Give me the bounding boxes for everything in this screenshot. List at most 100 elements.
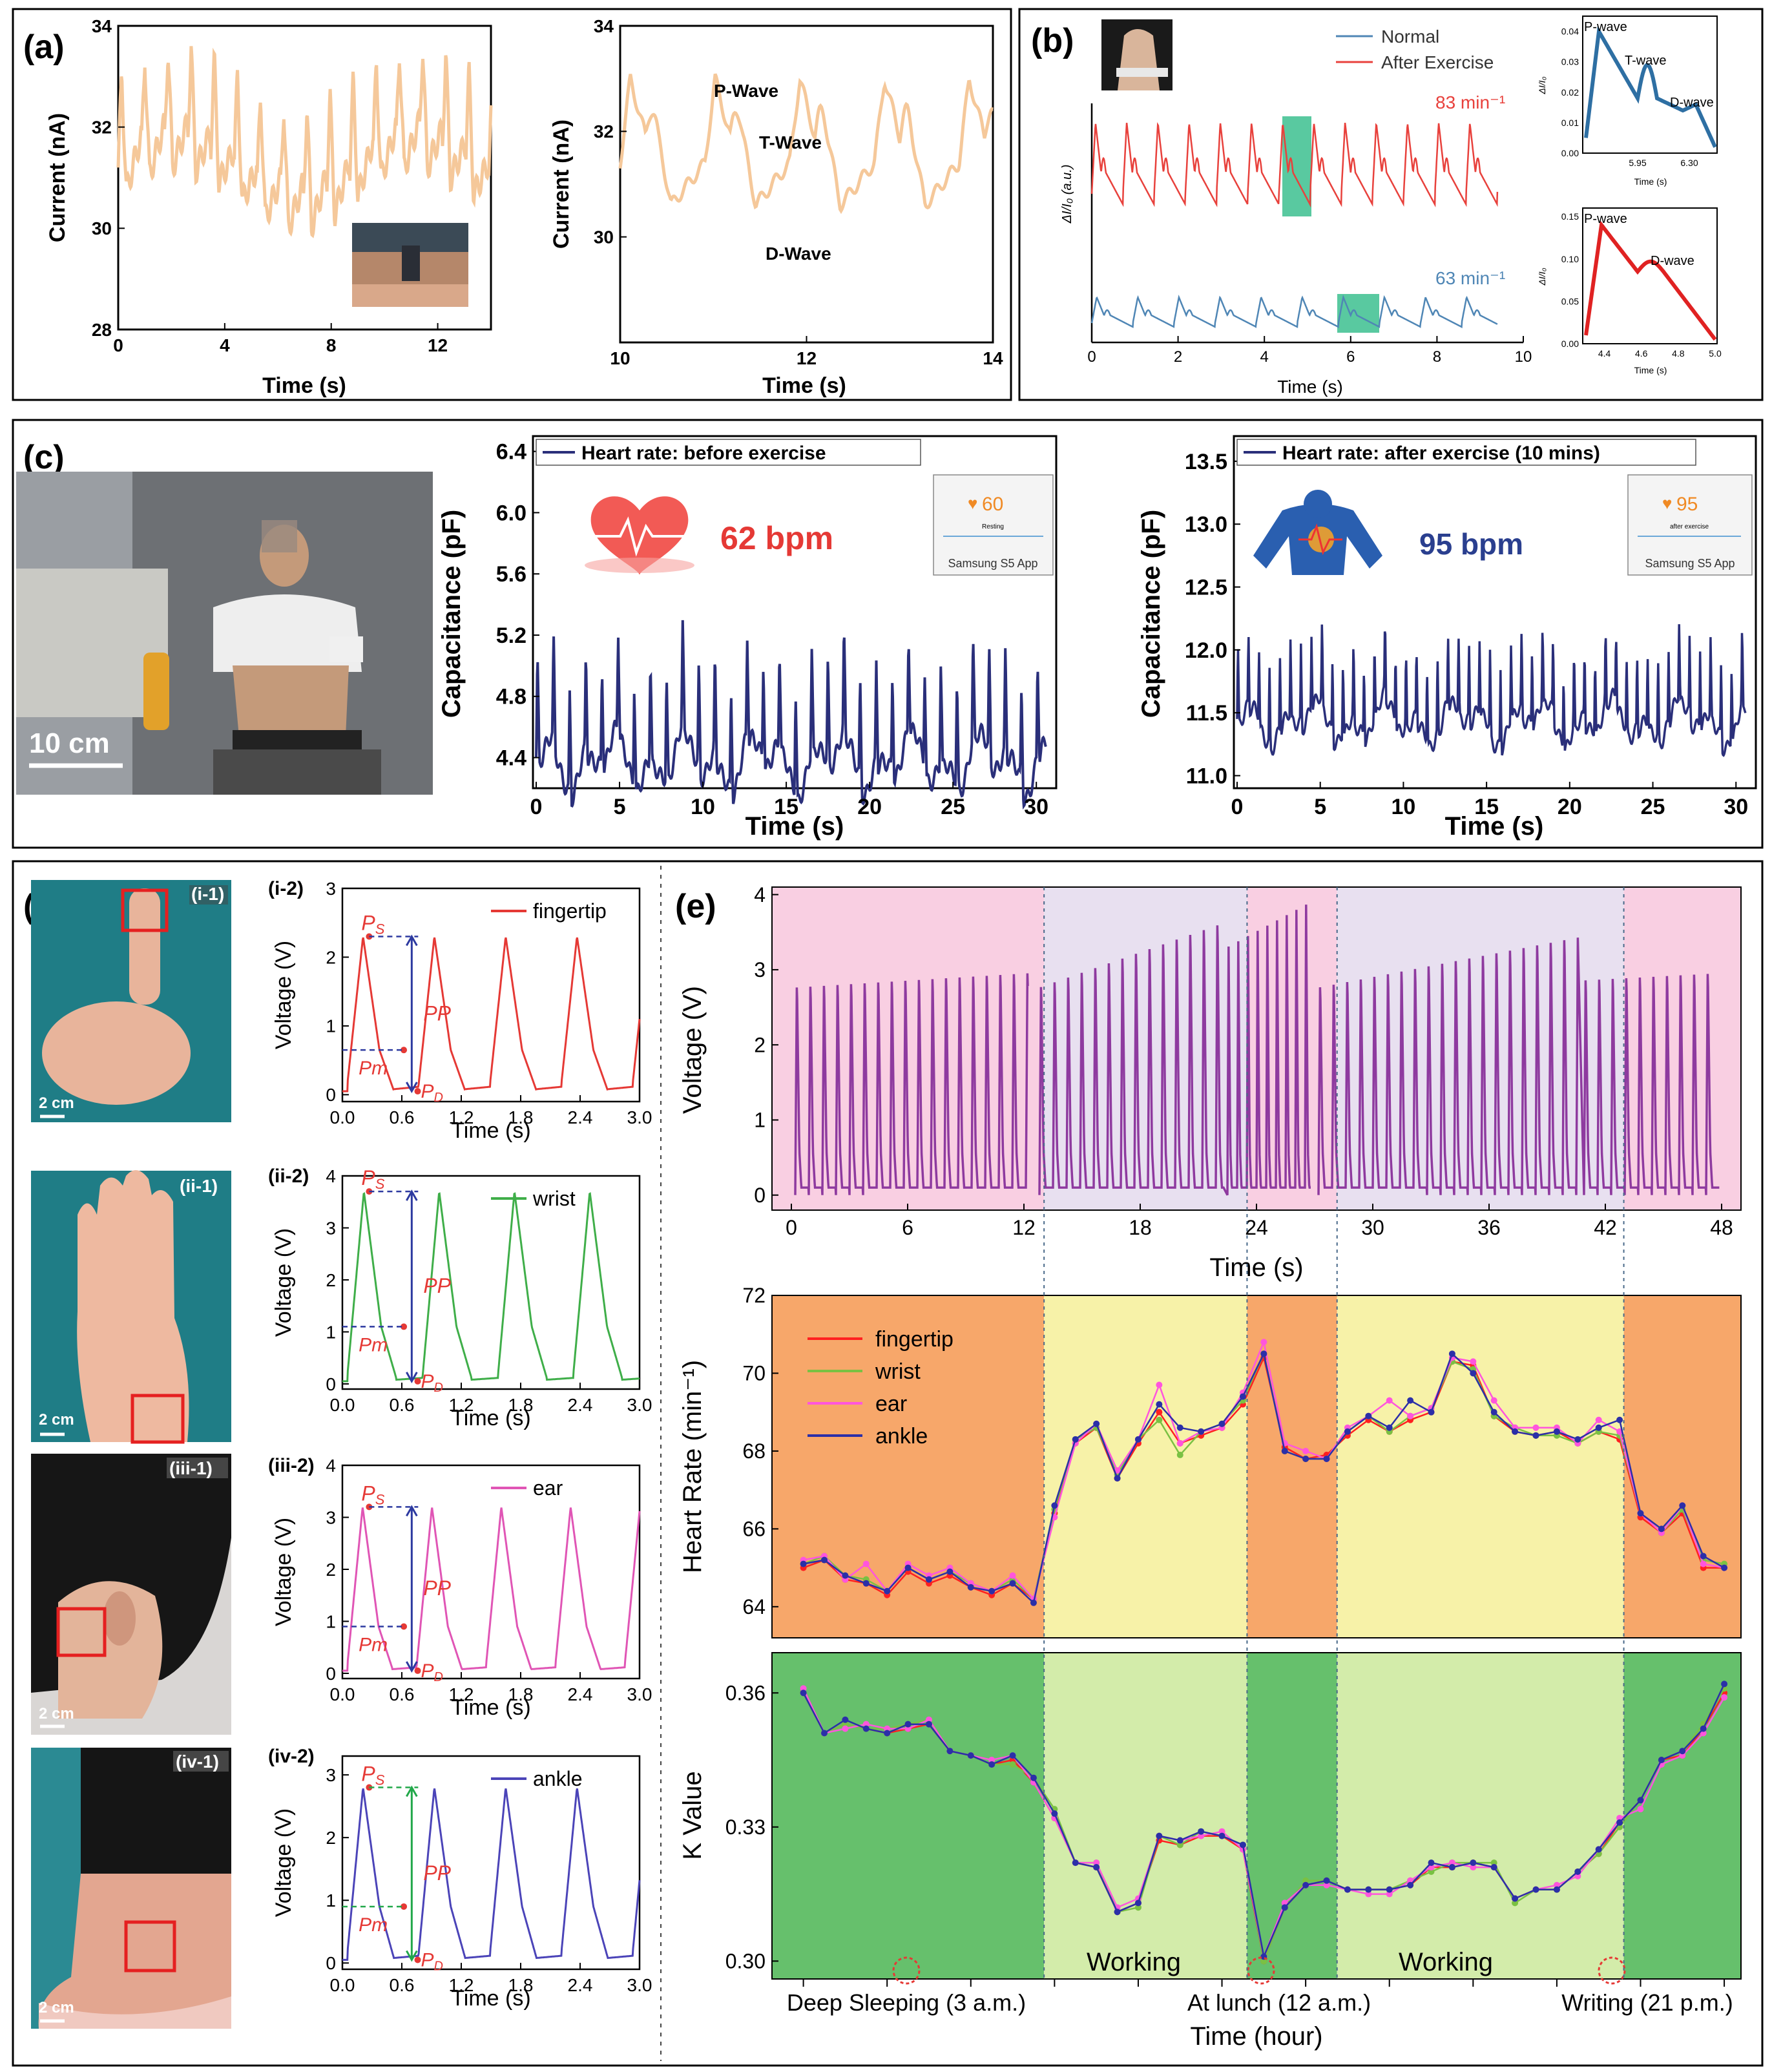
photo-iv-tag: (iv-1) xyxy=(176,1752,219,1772)
chart-e-hr-band xyxy=(1044,1295,1247,1638)
chart-e-k-point-ankle xyxy=(1093,1864,1100,1871)
chart-e-k-point-ear xyxy=(884,1725,891,1732)
chart-e-hr-point-wrist xyxy=(1156,1416,1163,1423)
chart-c1-ytick-label: 5.6 xyxy=(496,562,526,587)
chart-e-k-point-ear xyxy=(1365,1890,1372,1898)
chart-e-k-point-ankle xyxy=(820,1730,828,1737)
chart-d-xtick-label: 1.8 xyxy=(508,1975,534,1995)
inset-top-ytick-label: 0.03 xyxy=(1561,57,1579,67)
chart-d-xtick-label: 1.8 xyxy=(508,1395,534,1415)
chart-d-pp-arrowhead-bottom xyxy=(406,1950,418,1962)
chart-e-k-band xyxy=(1623,1653,1741,1979)
photo-i-fist xyxy=(42,1001,191,1105)
heart-shadow xyxy=(585,558,694,573)
chart-e-hr-point-ankle xyxy=(1407,1397,1414,1404)
chart-d-xtick-label: 0.0 xyxy=(330,1107,355,1127)
chart-e-hr-point-ankle xyxy=(800,1560,807,1567)
chart-e-k-ytick-label: 0.33 xyxy=(725,1816,766,1839)
chart-e-k-band xyxy=(1337,1653,1624,1979)
chart-d-pm-point xyxy=(401,1323,408,1330)
chart-e-voltage-ytick-label: 2 xyxy=(754,1033,766,1056)
chart-d-xtick-label: 0.6 xyxy=(390,1684,415,1704)
chart-e-k-point-wrist xyxy=(1428,1868,1435,1875)
chart-c2-legend-label: Heart rate: after exercise (10 mins) xyxy=(1282,443,1600,464)
chart-c1-line xyxy=(535,620,1047,810)
chart-d-tag: (ii-2) xyxy=(268,1166,309,1187)
chart-e-hr-point-ankle xyxy=(1532,1432,1539,1439)
chart-e-k-point-ear xyxy=(1574,1872,1581,1879)
chart-e-hr-point-ear xyxy=(1156,1381,1163,1388)
chart-e-k-value: 0.30 0.33 0.36 Working Working Deep Sleepi… xyxy=(678,1652,1742,2051)
chart-e-k-point-ankle xyxy=(1386,1886,1393,1893)
chart-c2-bpm: 95 bpm xyxy=(1419,527,1523,561)
chart-d-ytick-label: 1 xyxy=(326,1016,336,1036)
chart-e-hr-band xyxy=(1247,1295,1337,1638)
chart-e-hr-point-wrist xyxy=(1176,1451,1183,1458)
chart-c2-ytick-label: 11.0 xyxy=(1186,764,1227,788)
chart-e-k-point-wrist xyxy=(1260,1958,1267,1965)
chart-e-k-point-ankle xyxy=(946,1748,954,1755)
chest-photo-sensor xyxy=(329,636,363,662)
chart-e-hr-point-ankle xyxy=(1679,1502,1686,1509)
chart-e-k-point-ear xyxy=(1198,1832,1205,1839)
chart-e-k-point-ankle xyxy=(1218,1832,1225,1839)
chart-e-k-point-wrist xyxy=(1134,1904,1141,1911)
chart-d-pp-arrowhead-top xyxy=(406,934,418,947)
chart-e-k-point-ankle xyxy=(1512,1895,1519,1902)
chart-c1-legend-box xyxy=(536,439,921,466)
photo-ii-tag: (ii-1) xyxy=(180,1176,218,1196)
chart-d-ear: 0.0 0.6 1.2 1.8 2.4 3.0 0 1 2 3 4 (iii-2) ear Time (s… xyxy=(268,1455,652,1720)
wrist-photo-a xyxy=(352,223,468,307)
legend-normal-label: Normal xyxy=(1381,26,1439,47)
inset-top-ylabel: ΔI/I₀ xyxy=(1537,76,1547,94)
chart-e-voltage-xlabel: Time (s) xyxy=(1209,1253,1303,1282)
chest-photo-belt xyxy=(233,730,362,749)
chart-c2-xtick-label: 5 xyxy=(1314,795,1326,819)
chart-c1: 0 5 10 15 20 25 30 4.4 4.8 5.2 5.6 6.0 6.4 Heart rat… xyxy=(437,435,1058,841)
chart-e-legend-label: ankle xyxy=(875,1424,928,1449)
chart-e-k-point-wrist xyxy=(1512,1899,1519,1907)
chart-e-k-point-ankle xyxy=(1574,1868,1581,1875)
chart-e-k-point-ankle xyxy=(1700,1725,1707,1732)
chart-c2-ytick-label: 13.5 xyxy=(1185,450,1227,474)
inset-top-line xyxy=(1584,25,1717,148)
chart-d-xtick-label: 0.0 xyxy=(330,1395,355,1415)
chart-d-legend-label: ankle xyxy=(533,1767,583,1790)
chart-d-ankle-line xyxy=(342,1788,641,1961)
chart-e-k-point-ankle xyxy=(1114,1909,1121,1916)
chart-c1-xtick-label: 15 xyxy=(774,795,798,819)
chart-c1-xtick-label: 0 xyxy=(530,795,543,819)
inset-bottom-ytick-label: 0.15 xyxy=(1561,211,1579,222)
chart-e-k-band xyxy=(1044,1653,1247,1979)
photo-ankle: (iv-1) 2 cm xyxy=(31,1748,231,2029)
panel-e-label: (e) xyxy=(675,888,716,925)
chart-e-k-point-ear xyxy=(842,1725,849,1732)
chart-d-xtick-label: 2.4 xyxy=(568,1107,593,1127)
chart-e-k-point-ankle xyxy=(1470,1859,1477,1867)
a2-t-wave-label: T-Wave xyxy=(759,132,822,152)
chart-c1-legend-label: Heart rate: before exercise xyxy=(581,443,826,464)
chart-d-ytick-label: 0 xyxy=(326,1664,336,1684)
app2-sub: after exercise xyxy=(1670,523,1709,530)
chart-e-k-point-ankle xyxy=(925,1721,932,1728)
chart-c1-ytick-label: 4.4 xyxy=(496,746,526,771)
chart-d-pd-point xyxy=(414,1956,421,1963)
chart-e-hr-point-ear xyxy=(862,1560,870,1567)
chart-d-xtick-label: 0.6 xyxy=(390,1107,415,1127)
rate-normal-label: 63 min⁻¹ xyxy=(1435,268,1505,288)
inset-bottom-xtick-label: 4.4 xyxy=(1598,348,1611,359)
panel-b-label: (b) xyxy=(1031,22,1074,59)
chart-c2-line xyxy=(1236,624,1747,757)
inset-bottom-ytick-label: 0.10 xyxy=(1561,254,1579,264)
wrist-sensor xyxy=(402,246,420,281)
chart-d-ear-line xyxy=(342,1507,641,1672)
chart-e-k-point-wrist xyxy=(1302,1877,1309,1884)
chart-e-k-point-ear xyxy=(1637,1806,1644,1813)
app-screenshot-before: 60 ♥ Resting Samsung S5 App xyxy=(933,474,1054,576)
chart-e-hr-point-ear xyxy=(1260,1339,1267,1346)
chart-a1-ytick-label: 30 xyxy=(92,218,112,238)
chart-d-xtick-label: 1.8 xyxy=(508,1107,534,1127)
chart-a1-ytick-label: 32 xyxy=(92,117,112,137)
photo-i-tag: (i-1) xyxy=(191,884,224,904)
chart-e-hr-point-ear xyxy=(1490,1397,1497,1404)
